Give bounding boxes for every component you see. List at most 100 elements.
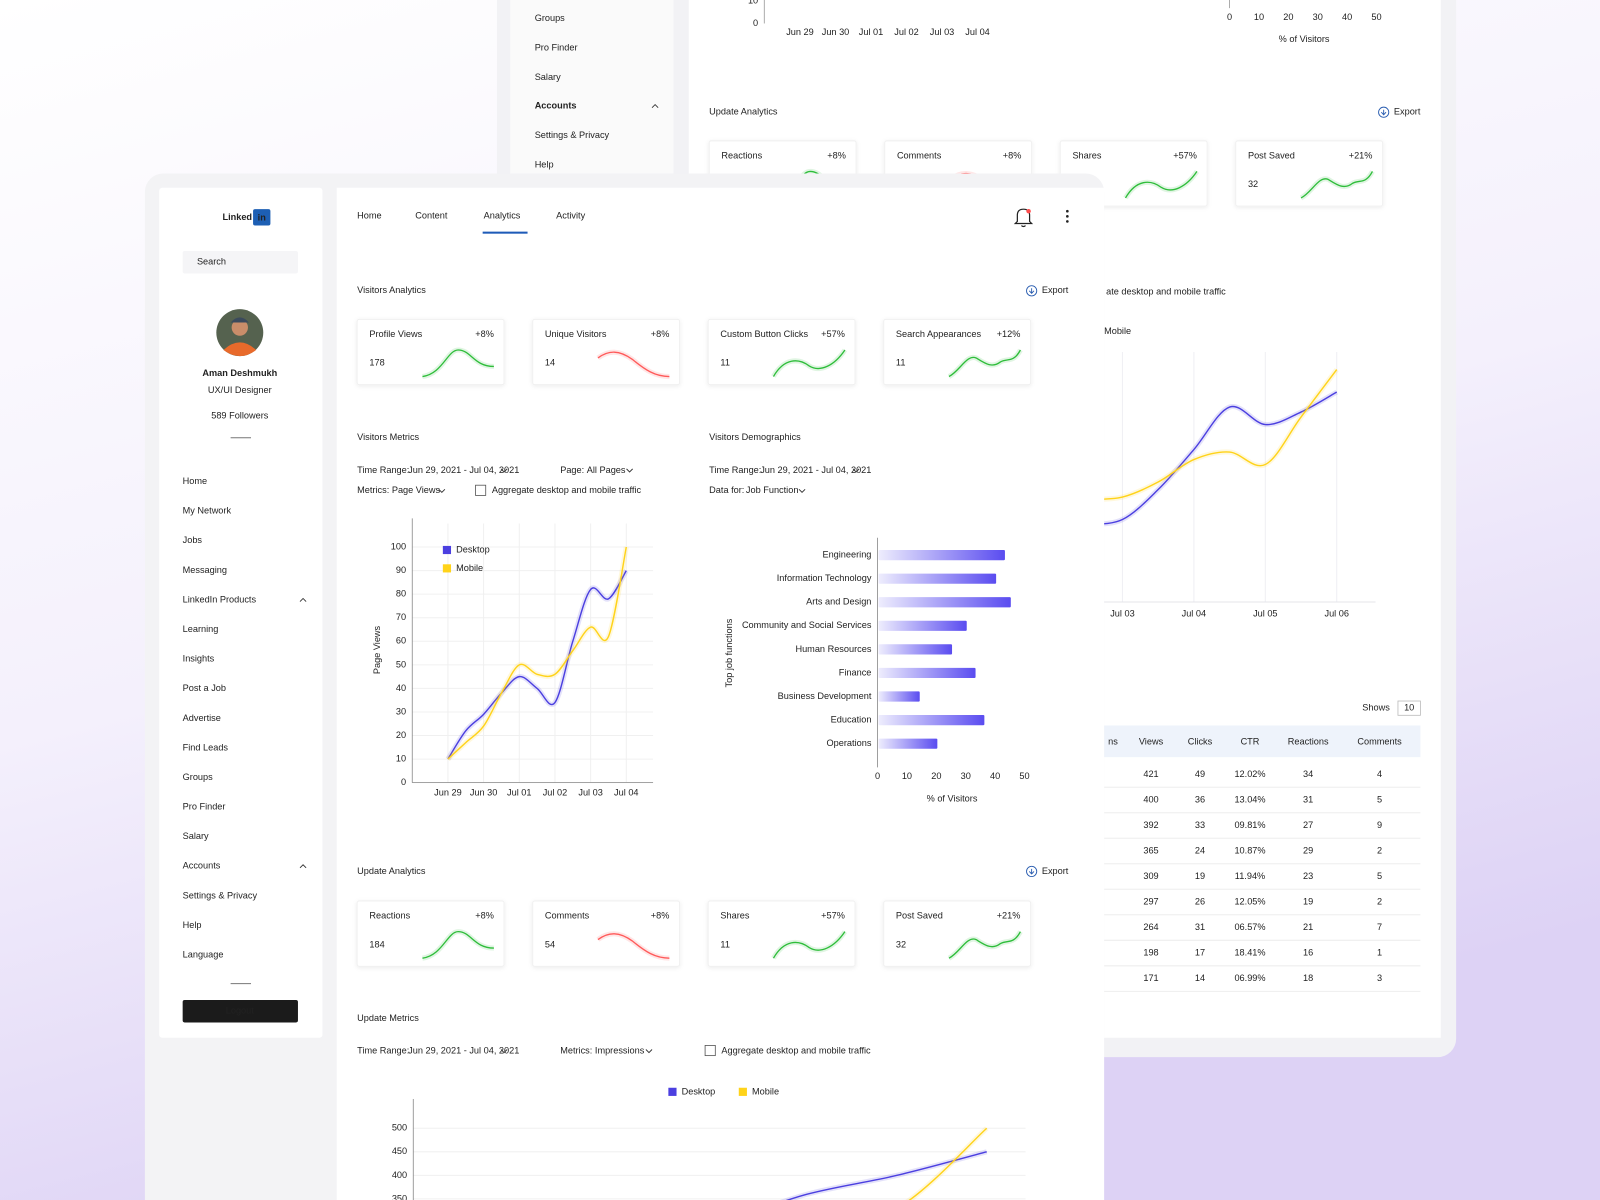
table-cell: 06.99%: [1234, 973, 1265, 983]
filter-value[interactable]: Jun 29, 2021 - Jul 04, 2021: [408, 1045, 519, 1055]
menu-item[interactable]: Accounts: [183, 861, 221, 871]
menu-subitem[interactable]: Language: [183, 950, 224, 960]
filter-value[interactable]: Page Views: [392, 485, 441, 495]
tab[interactable]: Content: [415, 211, 448, 221]
table-cell: 9: [1377, 820, 1382, 830]
export-icon: [1026, 865, 1038, 877]
table-cell: 36: [1195, 794, 1205, 804]
filter-label: Metrics:: [560, 1045, 592, 1055]
menu-subitem[interactable]: Groups: [183, 772, 213, 782]
card-label: Shares: [720, 911, 749, 921]
menu-subitem[interactable]: Salary: [183, 831, 209, 841]
card-change: +57%: [821, 329, 845, 339]
checkbox[interactable]: [704, 1045, 716, 1057]
menu-subitem: Settings & Privacy: [535, 130, 610, 140]
avatar: [216, 309, 264, 357]
card-change: +21%: [997, 911, 1021, 921]
filter-value[interactable]: Jun 29, 2021 - Jul 04, 2021: [760, 465, 871, 475]
sparkline: [597, 933, 670, 959]
shows-select[interactable]: [1397, 700, 1421, 716]
menu-subitem[interactable]: Pro Finder: [183, 802, 226, 812]
tab-underline: [482, 231, 528, 234]
column-header: CTR: [1241, 736, 1260, 746]
table-cell: 5: [1377, 871, 1382, 881]
front-screen: Linked in Search Aman Deshmukh UX/UI Designe…: [144, 173, 1105, 1200]
menu-subitem[interactable]: Settings & Privacy: [183, 890, 258, 900]
y-tick-label: 500: [392, 1123, 407, 1133]
table-cell: 33: [1195, 820, 1205, 830]
column-header: Clicks: [1188, 736, 1213, 746]
card-value: 32: [896, 939, 906, 949]
menu-subitem[interactable]: Insights: [183, 654, 215, 664]
legend-label: Desktop: [456, 544, 490, 554]
table-cell: 16: [1303, 947, 1313, 957]
card-label: Comments: [545, 911, 590, 921]
filter-value[interactable]: Impressions: [595, 1045, 645, 1055]
checkbox[interactable]: [475, 484, 487, 496]
menu-subitem[interactable]: Advertise: [183, 713, 221, 723]
table-cell: 400: [1143, 794, 1158, 804]
x-tick-label: 50: [1371, 12, 1381, 22]
menu-subitem[interactable]: Help: [183, 920, 202, 930]
menu-subitem[interactable]: Learning: [183, 624, 219, 634]
sparkline: [772, 931, 846, 959]
stat-card: [356, 900, 505, 967]
menu-item[interactable]: My Network: [183, 506, 232, 516]
filter-value[interactable]: Job Function: [746, 485, 799, 495]
export-icon: [1028, 288, 1035, 295]
y-tick-label: Human Resources: [795, 644, 871, 654]
bell-icon[interactable]: [1013, 208, 1034, 228]
y-tick-label: 50: [396, 659, 406, 669]
section-title: Update Analytics: [357, 866, 426, 876]
export-link[interactable]: Export: [1394, 107, 1421, 117]
checkbox-label: Aggregate desktop and mobile traffic: [721, 1045, 871, 1055]
y-tick-label: 450: [392, 1146, 407, 1156]
tab[interactable]: Activity: [556, 211, 585, 221]
chevron: [645, 1049, 653, 1054]
x-tick-label: Jul 02: [543, 787, 567, 797]
legend-swatch: [442, 564, 452, 573]
filter-value[interactable]: All Pages: [587, 465, 626, 475]
menu-item[interactable]: Jobs: [183, 535, 203, 545]
x-tick-label: Jul 02: [894, 27, 918, 37]
table-cell: 14: [1195, 973, 1205, 983]
table-header: [1104, 725, 1421, 758]
stat-card: [1235, 140, 1384, 207]
bar: [878, 573, 997, 584]
more-icon[interactable]: [1066, 209, 1069, 223]
x-tick-label: Jul 03: [578, 787, 602, 797]
menu-item[interactable]: Home: [183, 476, 207, 486]
export-link[interactable]: Export: [1042, 866, 1069, 876]
export-link[interactable]: Export: [1042, 285, 1069, 295]
table-cell: 10.87%: [1234, 845, 1265, 855]
card-label: Search Appearances: [896, 329, 982, 339]
filter-value[interactable]: Jun 29, 2021 - Jul 04, 2021: [408, 465, 519, 475]
card-value: 184: [369, 939, 384, 949]
table-cell: 26: [1195, 896, 1205, 906]
profile-name: Aman Deshmukh: [202, 368, 277, 378]
card-change: +12%: [997, 329, 1021, 339]
x-tick-label: Jul 01: [507, 787, 531, 797]
card-change: +8%: [1003, 151, 1022, 161]
search-box[interactable]: [182, 251, 298, 274]
menu-subitem[interactable]: Find Leads: [183, 742, 229, 752]
shows-value: 10: [1404, 703, 1414, 713]
tab[interactable]: Analytics: [484, 211, 521, 221]
card-label: Post Saved: [896, 911, 943, 921]
logout-button[interactable]: [182, 1000, 298, 1023]
table-cell: 12.02%: [1234, 769, 1265, 779]
chevron: [651, 103, 659, 108]
series-line: [1086, 369, 1338, 501]
column-header: Comments: [1357, 736, 1402, 746]
menu-item[interactable]: Messaging: [183, 565, 227, 575]
stat-card: [532, 318, 681, 386]
sparkline: [1300, 171, 1374, 199]
menu-item[interactable]: LinkedIn Products: [183, 594, 257, 604]
menu-subitem[interactable]: Post a Job: [183, 683, 226, 693]
legend-label: Mobile: [1104, 326, 1131, 336]
y-tick-label: 10: [396, 754, 406, 764]
tab[interactable]: Home: [357, 211, 381, 221]
x-tick-label: Jul 03: [1110, 609, 1134, 619]
card-change: +8%: [475, 329, 494, 339]
table-cell: 264: [1143, 922, 1158, 932]
